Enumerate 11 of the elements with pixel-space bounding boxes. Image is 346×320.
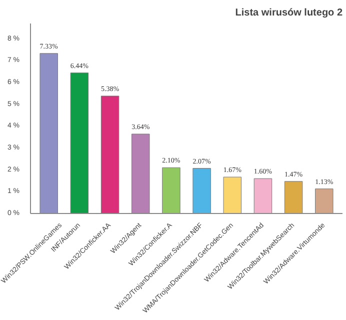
bar [254,178,272,214]
bar [284,181,303,214]
bar [162,167,180,214]
bar [40,53,58,214]
bar [315,188,334,214]
bar [192,168,211,214]
bar [70,72,89,214]
bar [223,176,242,214]
bar [100,96,120,214]
chart-title: Lista wirusów lutego 2 [235,8,343,18]
bar [131,134,150,214]
